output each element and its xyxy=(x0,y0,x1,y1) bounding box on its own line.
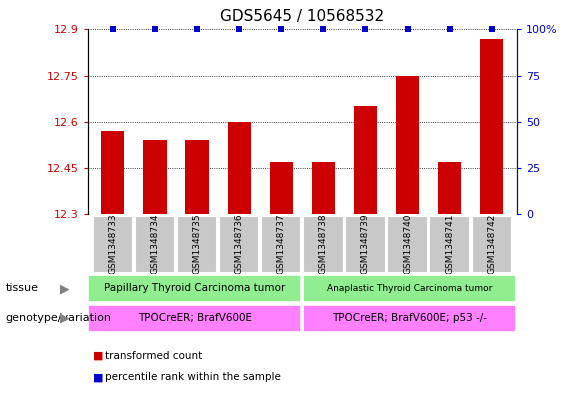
Text: tissue: tissue xyxy=(6,283,38,294)
Bar xyxy=(228,122,251,214)
Text: Anaplastic Thyroid Carcinoma tumor: Anaplastic Thyroid Carcinoma tumor xyxy=(327,284,492,293)
Bar xyxy=(388,215,428,273)
Text: GSM1348741: GSM1348741 xyxy=(445,214,454,274)
Text: genotype/variation: genotype/variation xyxy=(6,313,112,323)
Text: ■: ■ xyxy=(93,372,104,382)
Bar xyxy=(134,215,175,273)
Bar xyxy=(101,131,124,214)
Text: GSM1348734: GSM1348734 xyxy=(150,214,159,274)
Text: GSM1348739: GSM1348739 xyxy=(361,214,370,274)
Text: GSM1348736: GSM1348736 xyxy=(234,214,244,274)
Bar xyxy=(219,215,259,273)
Bar xyxy=(438,162,461,214)
Text: transformed count: transformed count xyxy=(105,351,202,361)
Text: TPOCreER; BrafV600E: TPOCreER; BrafV600E xyxy=(138,313,252,323)
Bar xyxy=(89,275,301,302)
Text: ▶: ▶ xyxy=(60,312,70,325)
Bar xyxy=(93,215,133,273)
Bar xyxy=(303,215,344,273)
Text: Papillary Thyroid Carcinoma tumor: Papillary Thyroid Carcinoma tumor xyxy=(105,283,285,294)
Bar xyxy=(472,215,512,273)
Bar xyxy=(261,215,302,273)
Bar xyxy=(89,305,301,332)
Text: GSM1348738: GSM1348738 xyxy=(319,214,328,274)
Title: GDS5645 / 10568532: GDS5645 / 10568532 xyxy=(220,9,384,24)
Bar xyxy=(270,162,293,214)
Text: percentile rank within the sample: percentile rank within the sample xyxy=(105,372,280,382)
Text: GSM1348742: GSM1348742 xyxy=(487,214,496,274)
Bar xyxy=(354,107,377,214)
Text: GSM1348737: GSM1348737 xyxy=(277,214,286,274)
Text: ■: ■ xyxy=(93,351,104,361)
Bar xyxy=(144,140,167,214)
Bar xyxy=(480,39,503,214)
Text: GSM1348735: GSM1348735 xyxy=(193,214,202,274)
Bar xyxy=(396,75,419,214)
Bar xyxy=(429,215,470,273)
Bar xyxy=(185,140,208,214)
Text: ▶: ▶ xyxy=(60,282,70,295)
Text: TPOCreER; BrafV600E; p53 -/-: TPOCreER; BrafV600E; p53 -/- xyxy=(332,313,487,323)
Text: GSM1348733: GSM1348733 xyxy=(108,214,118,274)
Bar xyxy=(303,275,516,302)
Bar xyxy=(345,215,386,273)
Text: GSM1348740: GSM1348740 xyxy=(403,214,412,274)
Bar xyxy=(303,305,516,332)
Bar xyxy=(177,215,217,273)
Bar xyxy=(312,162,335,214)
